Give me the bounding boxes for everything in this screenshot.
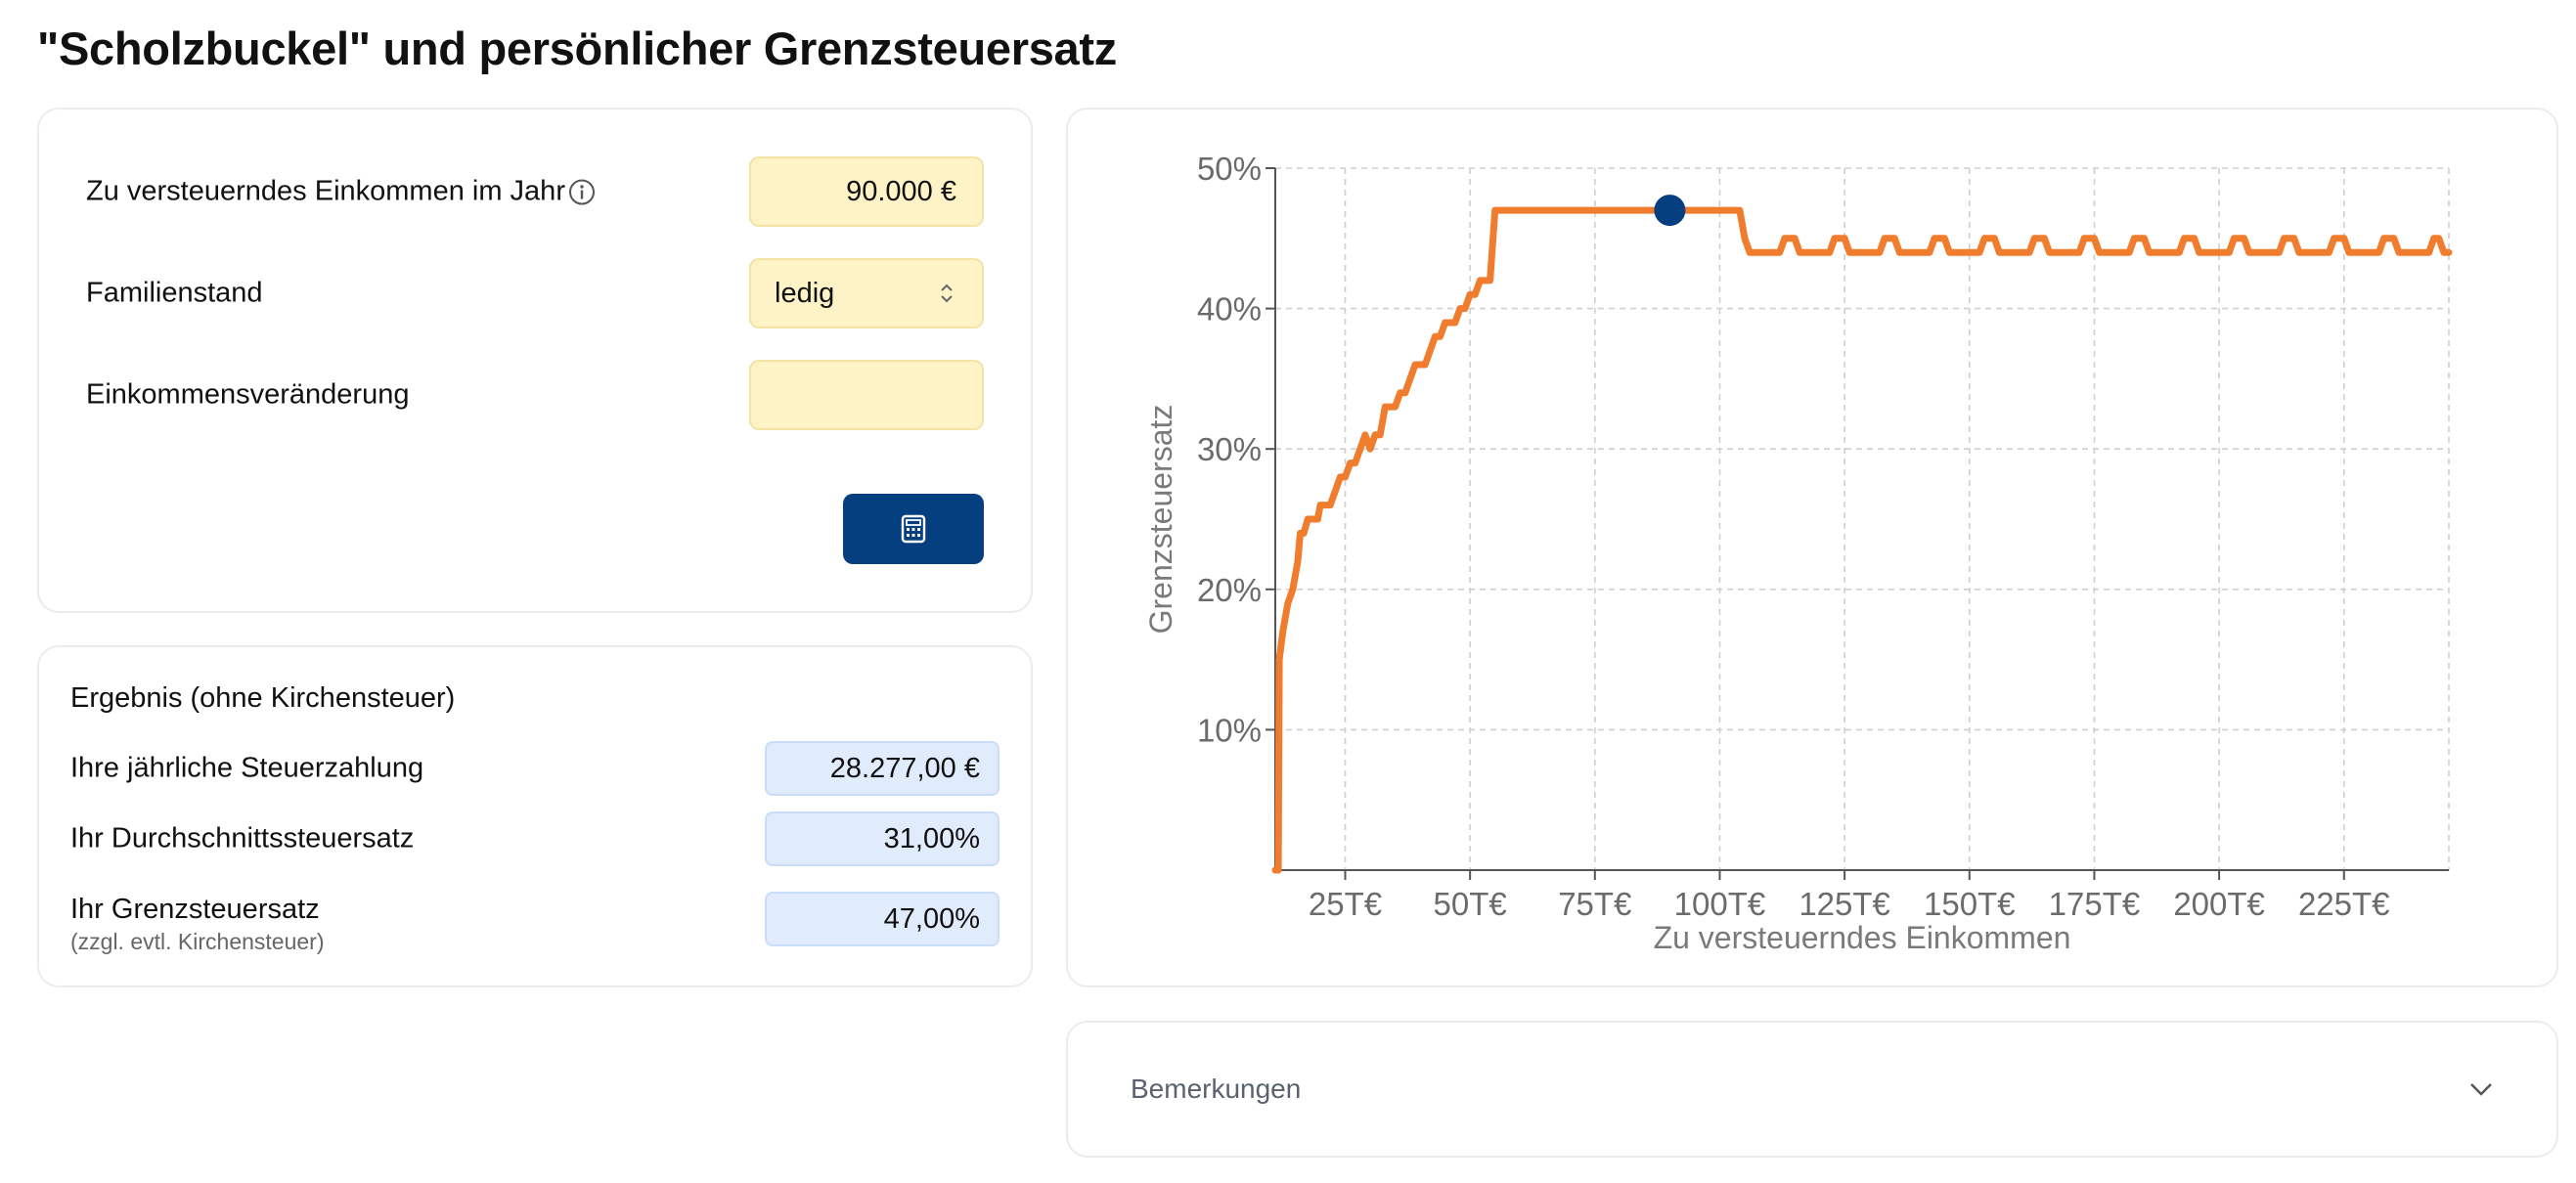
income-change-row: Einkommensveränderung [86, 360, 984, 430]
y-tick-label: 20% [1197, 572, 1262, 608]
income-label-text: Zu versteuerndes Einkommen im Jahr [86, 175, 565, 207]
notes-label: Bemerkungen [1131, 1073, 1302, 1104]
income-change-label: Einkommensveränderung [86, 378, 410, 411]
x-tick-label: 225T€ [2298, 886, 2390, 922]
marginal-rate-value: 47,00% [765, 892, 999, 946]
y-tick-label: 30% [1197, 431, 1262, 467]
income-change-input[interactable] [749, 360, 984, 430]
x-tick-label: 200T€ [2173, 886, 2265, 922]
x-tick-label: 25T€ [1309, 886, 1382, 922]
annual-tax-row: Ihre jährliche Steuerzahlung 28.277,00 € [70, 741, 999, 796]
result-heading: Ergebnis (ohne Kirchensteuer) [70, 682, 456, 714]
select-arrows-icon [941, 284, 953, 303]
x-tick-label: 75T€ [1558, 886, 1631, 922]
notes-accordion[interactable]: Bemerkungen [1066, 1021, 2558, 1158]
calculator-icon [901, 514, 926, 544]
y-tick-label: 10% [1197, 712, 1262, 748]
average-rate-label: Ihr Durchschnittssteuersatz [70, 822, 415, 854]
marginal-tax-chart: 10% 20% 30% 40% 50% 25T€ 50T€ 75T€ 100T€ 125T€ 150… [1143, 151, 2453, 955]
marginal-rate-label: Ihr Grenzsteuersatz [70, 894, 320, 925]
x-axis-title: Zu versteuerndes Einkommen [1654, 920, 2071, 955]
x-tick-label: 125T€ [1799, 886, 1890, 922]
marital-status-value: ledig [775, 277, 835, 309]
x-tick-label: 50T€ [1434, 886, 1507, 922]
marginal-rate-row: Ihr Grenzsteuersatz (zzgl. evtl. Kirchen… [70, 892, 999, 954]
result-card: Ergebnis (ohne Kirchensteuer) Ihre jährl… [37, 645, 1033, 987]
page-title: "Scholzbuckel" und persönlicher Grenzste… [37, 22, 1117, 74]
marginal-rate-line [1271, 206, 2453, 874]
marginal-rate-sublabel: (zzgl. evtl. Kirchensteuer) [70, 929, 325, 954]
marital-status-label: Familienstand [86, 277, 263, 309]
input-card: Zu versteuerndes Einkommen im Jahr 90.00… [37, 108, 1033, 613]
marital-status-select[interactable]: ledig [749, 258, 984, 329]
annual-tax-value: 28.277,00 € [765, 741, 999, 796]
income-row: Zu versteuerndes Einkommen im Jahr 90.00… [86, 156, 984, 227]
annual-tax-label: Ihre jährliche Steuerzahlung [70, 752, 424, 784]
x-tick-label: 175T€ [2049, 886, 2141, 922]
marital-status-row: Familienstand ledig [86, 258, 984, 329]
average-rate-row: Ihr Durchschnittssteuersatz 31,00% [70, 811, 999, 866]
x-tick-label: 150T€ [1924, 886, 2016, 922]
chart-card: 10% 20% 30% 40% 50% 25T€ 50T€ 75T€ 100T€ 125T€ 150… [1066, 108, 2558, 987]
x-tick-label: 100T€ [1674, 886, 1766, 922]
y-tick-label: 50% [1197, 151, 1262, 187]
info-icon[interactable] [567, 177, 597, 206]
chevron-down-icon [2470, 1083, 2492, 1096]
calculate-button[interactable] [843, 494, 984, 564]
average-rate-value: 31,00% [765, 811, 999, 866]
y-axis-title: Grenzsteuersatz [1143, 405, 1178, 635]
y-tick-label: 40% [1197, 291, 1262, 328]
income-label: Zu versteuerndes Einkommen im Jahr [86, 176, 597, 208]
current-income-marker [1654, 195, 1686, 227]
income-input[interactable]: 90.000 € [749, 156, 984, 227]
